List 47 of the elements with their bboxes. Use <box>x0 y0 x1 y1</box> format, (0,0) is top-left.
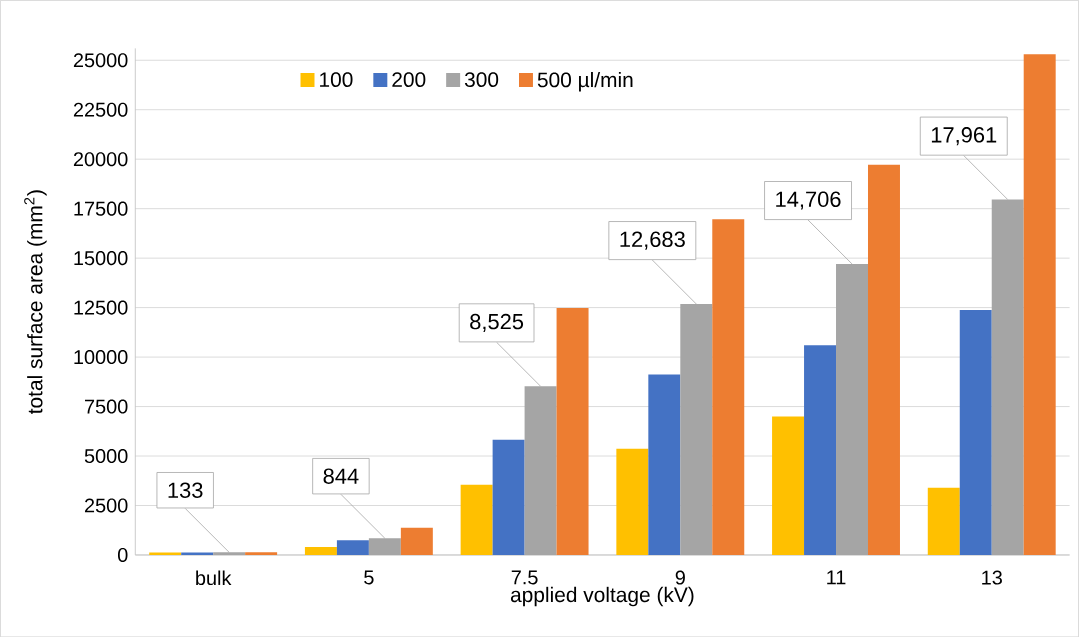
bar <box>959 309 992 555</box>
bar <box>927 487 960 555</box>
y-tick-label: 7500 <box>85 399 128 414</box>
bar <box>304 546 337 555</box>
y-tick-label: 15000 <box>74 250 128 266</box>
x-tick-label: bulk <box>196 570 232 585</box>
y-axis-title: total surface area (mm$^{2}$) <box>24 190 47 414</box>
y-tick-label: 5000 <box>84 448 128 463</box>
legend-label: 100 <box>320 72 353 87</box>
bar <box>868 164 900 555</box>
bar <box>648 374 681 555</box>
y-tick-label: 25000 <box>73 53 128 68</box>
bar <box>245 552 278 555</box>
bar <box>460 484 493 555</box>
bar <box>712 219 745 555</box>
bar <box>556 307 589 555</box>
data-label: 133 <box>168 482 203 498</box>
data-label: 12,683 <box>620 231 685 250</box>
data-label: 844 <box>323 468 359 484</box>
x-tick-label: 7.5 <box>511 570 538 585</box>
y-tick-label: 0 <box>117 547 128 562</box>
bar <box>149 552 182 555</box>
x-axis-title: applied voltage (kV) <box>510 586 694 607</box>
x-tick-label: 13 <box>982 570 1002 585</box>
x-tick-label: 9 <box>675 570 685 585</box>
y-tick-label: 20000 <box>73 151 128 167</box>
x-tick-label: 5 <box>364 570 374 585</box>
legend-label: 500 µl/min <box>537 71 633 92</box>
y-tick-label: 22500 <box>73 102 128 117</box>
bar <box>492 439 525 555</box>
data-label: 14,706 <box>776 191 841 210</box>
bar <box>181 552 214 555</box>
legend-label: 300 <box>464 72 499 87</box>
x-tick-label: 11 <box>827 570 846 585</box>
y-tick-label: 12500 <box>74 300 128 315</box>
bar <box>400 527 433 555</box>
y-tick-label: 17500 <box>74 201 128 216</box>
legend-label: 200 <box>392 72 426 87</box>
bar <box>616 448 649 555</box>
bar <box>772 416 805 555</box>
y-tick-label: 2500 <box>84 498 128 513</box>
data-label: 17,961 <box>931 126 997 146</box>
y-tick-label: 10000 <box>74 349 128 364</box>
bar <box>1023 54 1056 555</box>
bar <box>804 345 837 555</box>
data-label: 8,525 <box>470 313 524 332</box>
bar <box>336 540 369 555</box>
